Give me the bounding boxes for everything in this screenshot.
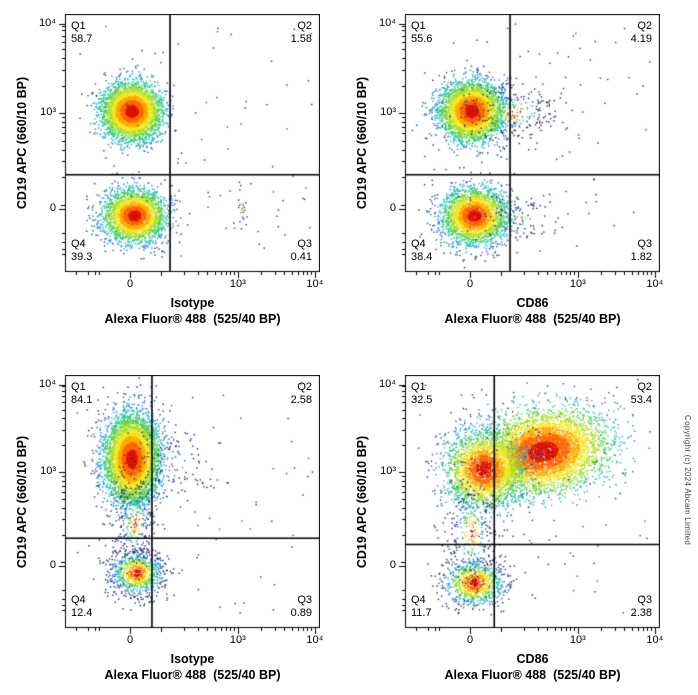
x-tick-label: 0 — [466, 634, 474, 646]
quadrant-q2-label: Q2 — [297, 20, 312, 32]
x-tick-label: 0 — [126, 278, 134, 290]
scatter-canvas — [393, 14, 660, 284]
quadrant-q3-label: Q3 — [297, 238, 312, 250]
quadrant-q4-value: 38.4 — [411, 251, 433, 263]
x-tick-label: 10³ — [569, 634, 586, 646]
quadrant-q1-value: 58.7 — [71, 33, 93, 45]
copyright-text: Copyright (c) 2024 Abcam Limited — [683, 415, 692, 546]
plot-cd86-bottom: CD19 APC (660/10 BP) CD86 Alexa Fluor® 4… — [355, 375, 663, 682]
y-axis-title: CD19 APC (660/10 BP) — [355, 76, 369, 210]
quadrant-q1-label: Q1 — [71, 381, 86, 393]
x-axis-title-line2: Alexa Fluor® 488 (525/40 BP) — [444, 668, 621, 682]
x-axis-title-line1: Isotype — [170, 296, 215, 310]
quadrant-q1-value: 84.1 — [71, 394, 93, 406]
x-axis-title-line2: Alexa Fluor® 488 (525/40 BP) — [104, 312, 281, 326]
scatter-canvas — [393, 375, 660, 640]
quadrant-q3-value: 1.82 — [630, 251, 652, 263]
y-tick-label: 10⁴ — [379, 378, 396, 391]
x-tick-label: 10⁴ — [306, 634, 324, 646]
x-tick-label: 10⁴ — [306, 278, 324, 290]
y-tick-label: 10⁴ — [39, 17, 56, 30]
y-axis-title: CD19 APC (660/10 BP) — [15, 435, 29, 568]
quadrant-q2-value: 53.4 — [630, 394, 652, 406]
y-tick-label: 0 — [49, 201, 56, 214]
plot-isotype-bottom: CD19 APC (660/10 BP) Isotype Alexa Fluor… — [15, 375, 323, 682]
quadrant-q2-label: Q2 — [637, 381, 652, 393]
quadrant-q2-value: 4.19 — [630, 33, 652, 45]
y-axis-title: CD19 APC (660/10 BP) — [15, 76, 29, 210]
quadrant-q1-label: Q1 — [71, 20, 86, 32]
y-tick-label: 10³ — [380, 465, 396, 478]
quadrant-q4-label: Q4 — [71, 594, 86, 606]
scatter-canvas — [53, 375, 320, 640]
y-tick-label: 10⁴ — [379, 17, 396, 30]
quadrant-q3-value: 0.89 — [290, 607, 312, 619]
quadrant-q3-value: 2.38 — [630, 607, 652, 619]
scatter-canvas — [53, 14, 320, 284]
quadrant-q4-value: 11.7 — [411, 607, 432, 619]
x-axis-title-line1: CD86 — [516, 296, 549, 310]
quadrant-q1-value: 55.6 — [411, 33, 433, 45]
quadrant-q4-label: Q4 — [411, 594, 426, 606]
quadrant-q2-value: 1.58 — [290, 33, 312, 45]
quadrant-q4-value: 39.3 — [71, 251, 93, 263]
y-tick-label: 10³ — [380, 106, 396, 119]
x-tick-label: 10³ — [569, 278, 586, 290]
x-tick-label: 10³ — [229, 278, 246, 290]
quadrant-q3-label: Q3 — [297, 594, 312, 606]
y-tick-label: 0 — [49, 559, 56, 571]
x-tick-label: 10³ — [229, 634, 246, 646]
plot-cd86-top: CD19 APC (660/10 BP) CD86 Alexa Fluor® 4… — [355, 14, 663, 326]
quadrant-q1-label: Q1 — [411, 381, 426, 393]
x-tick-label: 0 — [466, 278, 474, 290]
quadrant-q3-label: Q3 — [637, 594, 652, 606]
quadrant-q1-value: 32.5 — [411, 394, 433, 406]
x-tick-label: 10⁴ — [646, 278, 664, 290]
quadrant-q2-value: 2.58 — [290, 394, 312, 406]
x-axis-title-line1: CD86 — [516, 652, 549, 666]
quadrant-q2-label: Q2 — [637, 20, 652, 32]
plot-isotype-top: CD19 APC (660/10 BP) Isotype Alexa Fluor… — [15, 14, 323, 326]
quadrant-q4-label: Q4 — [71, 238, 86, 250]
x-axis-title-line2: Alexa Fluor® 488 (525/40 BP) — [104, 668, 281, 682]
y-tick-label: 10³ — [40, 465, 56, 478]
y-tick-label: 0 — [389, 559, 396, 571]
y-axis-title: CD19 APC (660/10 BP) — [355, 435, 369, 568]
y-tick-label: 10³ — [40, 106, 56, 119]
quadrant-q4-value: 12.4 — [71, 607, 93, 619]
x-axis-title-line1: Isotype — [170, 652, 215, 666]
x-tick-label: 10⁴ — [646, 634, 664, 646]
quadrant-q3-label: Q3 — [637, 238, 652, 250]
y-tick-label: 0 — [389, 201, 396, 214]
quadrant-q1-label: Q1 — [411, 20, 426, 32]
quadrant-q3-value: 0.41 — [290, 251, 312, 263]
quadrant-q4-label: Q4 — [411, 238, 426, 250]
y-tick-label: 10⁴ — [39, 378, 56, 391]
x-axis-title-line2: Alexa Fluor® 488 (525/40 BP) — [444, 312, 621, 326]
x-tick-label: 0 — [126, 634, 134, 646]
quadrant-q2-label: Q2 — [297, 381, 312, 393]
